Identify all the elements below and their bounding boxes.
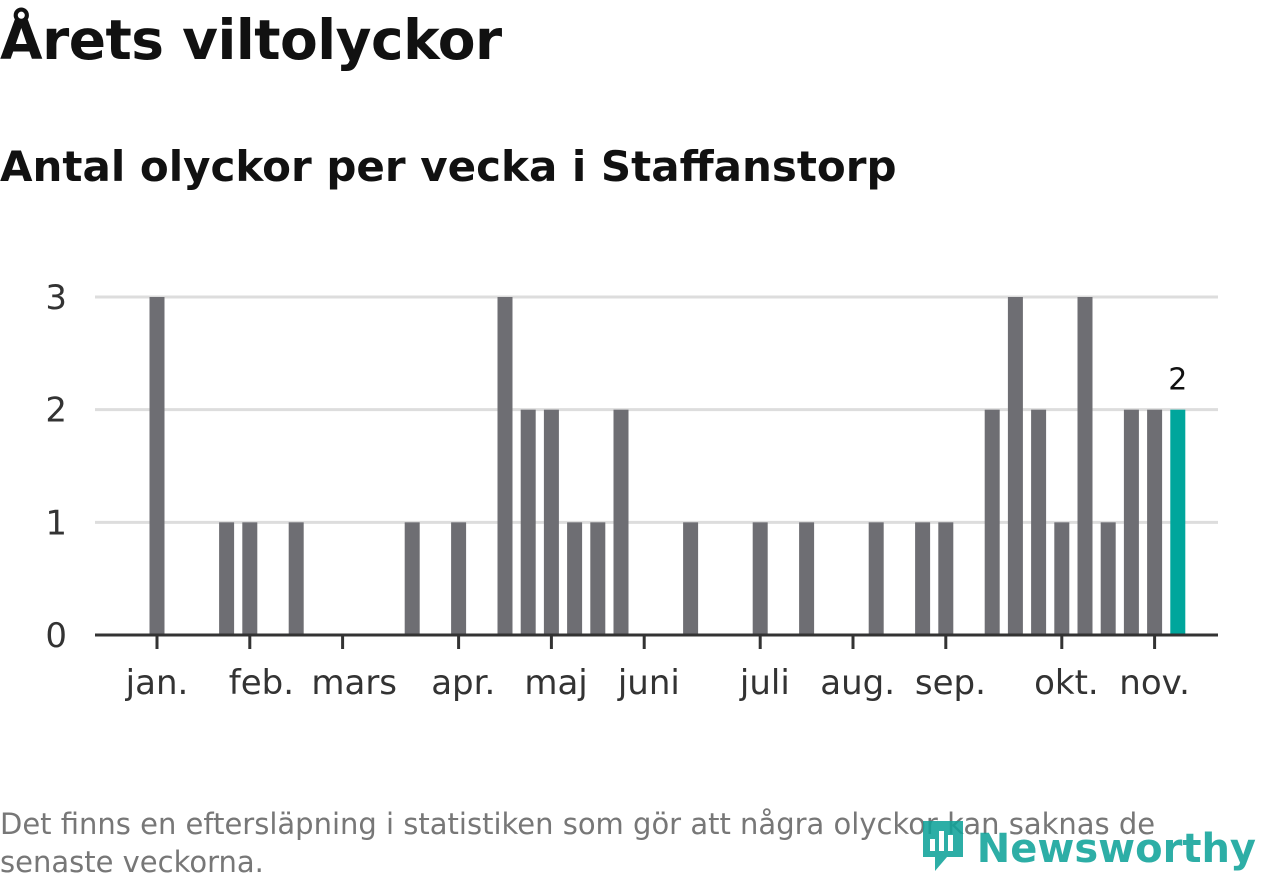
chart-subtitle: Antal olyckor per vecka i Staffanstorp bbox=[0, 142, 897, 191]
x-tick-label: mars bbox=[311, 663, 397, 703]
bar bbox=[1077, 297, 1093, 635]
x-tick-label: jan. bbox=[125, 663, 189, 703]
bars bbox=[149, 297, 1186, 635]
bar bbox=[1123, 409, 1139, 635]
x-tick-label: juli bbox=[739, 663, 790, 703]
bar bbox=[149, 297, 165, 635]
y-tick-label: 2 bbox=[45, 391, 67, 431]
annotations: 2 bbox=[1168, 363, 1187, 398]
x-tick-label: apr. bbox=[431, 663, 495, 703]
x-tick-label: feb. bbox=[229, 663, 294, 703]
bar bbox=[984, 409, 1000, 635]
data-label: 2 bbox=[1168, 363, 1187, 398]
bar bbox=[1147, 409, 1163, 635]
newsworthy-logo-text: Newsworthy bbox=[976, 826, 1256, 872]
bar bbox=[938, 522, 954, 635]
y-tick-label: 0 bbox=[45, 616, 67, 656]
bar-highlight bbox=[1170, 409, 1186, 635]
x-tick-label: okt. bbox=[1034, 663, 1099, 703]
chart-title: Årets viltolyckor bbox=[0, 8, 502, 72]
bar bbox=[915, 522, 931, 635]
bar bbox=[451, 522, 467, 635]
bar bbox=[520, 409, 536, 635]
x-tick-label: maj bbox=[524, 663, 587, 703]
bar bbox=[1100, 522, 1116, 635]
bar bbox=[1031, 409, 1047, 635]
y-tick-label: 3 bbox=[45, 278, 67, 318]
newsworthy-logo: Newsworthy bbox=[919, 818, 1256, 880]
x-axis bbox=[95, 633, 1218, 649]
bar bbox=[567, 522, 583, 635]
bar bbox=[497, 297, 513, 635]
bar bbox=[404, 522, 420, 635]
bar bbox=[242, 522, 258, 635]
x-tick-label: sep. bbox=[915, 663, 986, 703]
x-tick-label: aug. bbox=[820, 663, 895, 703]
bar bbox=[799, 522, 815, 635]
bar bbox=[590, 522, 606, 635]
bar bbox=[868, 522, 884, 635]
newsworthy-logo-icon bbox=[919, 817, 967, 881]
bar bbox=[752, 522, 768, 635]
x-tick-label: nov. bbox=[1119, 663, 1190, 703]
bar bbox=[613, 409, 629, 635]
bar bbox=[219, 522, 235, 635]
bar-chart: 0 1 2 3 jan. feb. mars apr. maj juni juli aug. sep.… bbox=[45, 278, 1218, 703]
x-tick-label: juni bbox=[617, 663, 680, 703]
x-axis-month-labels: jan. feb. mars apr. maj juni juli aug. sep. okt. n… bbox=[125, 663, 1190, 703]
bar bbox=[1054, 522, 1070, 635]
y-tick-label: 1 bbox=[45, 503, 67, 543]
gridlines bbox=[95, 295, 1218, 524]
bar bbox=[683, 522, 699, 635]
y-axis-ticks: 0 1 2 3 bbox=[45, 278, 67, 656]
bar bbox=[288, 522, 304, 635]
bar bbox=[543, 409, 559, 635]
bar bbox=[1007, 297, 1023, 635]
